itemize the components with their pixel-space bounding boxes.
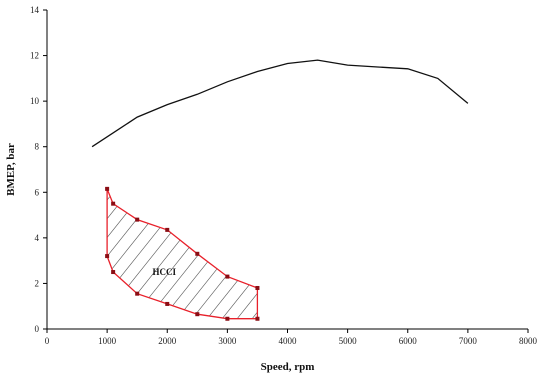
- hcci-marker: [111, 201, 116, 206]
- y-tick-label: 2: [35, 278, 40, 288]
- hatch-line: [107, 188, 150, 319]
- axes: [43, 9, 529, 333]
- hcci-marker: [195, 312, 200, 317]
- hcci-marker: [225, 316, 230, 321]
- hatch-line: [107, 188, 120, 319]
- y-tick-label: 10: [30, 96, 40, 106]
- x-tick-label: 5000: [339, 336, 358, 346]
- y-tick-label: 8: [35, 142, 40, 152]
- hcci-marker: [135, 291, 140, 296]
- hatch-line: [249, 188, 258, 319]
- hatch-line: [107, 188, 195, 319]
- hcci-marker: [105, 186, 110, 191]
- hcci-marker: [105, 254, 110, 259]
- hatch-lines: [0, 185, 373, 322]
- x-tick-label: 1000: [98, 336, 117, 346]
- hcci-region: [105, 186, 260, 321]
- hatch-line: [114, 188, 225, 319]
- y-tick-label: 14: [30, 5, 40, 15]
- x-tick-label: 7000: [459, 336, 478, 346]
- x-axis-title: Speed, rpm: [261, 361, 315, 373]
- hatch-line: [107, 188, 135, 319]
- bmep-curve: [91, 59, 469, 148]
- hcci-marker: [225, 274, 230, 279]
- hatch-line: [159, 188, 258, 319]
- hcci-boundary: [106, 188, 259, 320]
- hcci-marker: [111, 270, 116, 275]
- x-tick-label: 2000: [158, 336, 177, 346]
- annotations: HCCI: [152, 267, 176, 277]
- hcci-hatch: [0, 185, 373, 322]
- hatch-line: [107, 188, 165, 319]
- x-tick-label: 6000: [399, 336, 418, 346]
- y-axis-title: BMEP, bar: [5, 143, 17, 196]
- hatch-line: [189, 188, 258, 319]
- y-tick-label: 12: [30, 51, 39, 61]
- x-tick-label: 3000: [218, 336, 237, 346]
- hatch-line: [174, 188, 258, 319]
- hatch-line: [0, 185, 104, 322]
- y-tick-label: 4: [35, 233, 40, 243]
- hatch-line: [234, 188, 258, 319]
- bmep-series: [91, 59, 469, 148]
- x-tick-label: 0: [45, 336, 50, 346]
- x-tick-label: 4000: [279, 336, 298, 346]
- hatch-line: [0, 185, 74, 322]
- hcci-marker: [255, 316, 260, 321]
- hatch-line: [0, 185, 89, 322]
- tick-labels: 0 1000 2000 3000 4000 5000 6000 7000 8000 0 2 4 6 8 10…: [30, 5, 538, 346]
- hatch-line: [129, 188, 240, 319]
- hatch-line: [219, 188, 258, 319]
- hcci-label: HCCI: [152, 267, 176, 277]
- hatch-line: [204, 188, 258, 319]
- y-tick-label: 6: [35, 187, 40, 197]
- hcci-marker: [165, 227, 170, 232]
- y-tick-label: 0: [35, 324, 40, 334]
- hatch-line: [264, 185, 373, 322]
- hcci-marker: [195, 251, 200, 256]
- x-tick-label: 8000: [519, 336, 538, 346]
- hcci-marker: [135, 217, 140, 222]
- hcci-marker: [165, 301, 170, 306]
- hcci-marker: [255, 285, 260, 290]
